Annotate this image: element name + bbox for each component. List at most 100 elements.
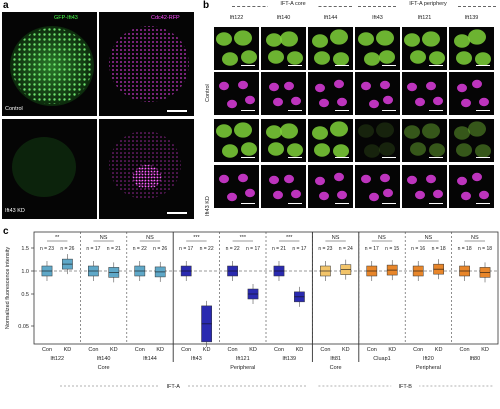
x-label-con: Con [274, 347, 284, 353]
box-plot-chart: Normalized fluorescence intensity 1.5 1.0 0… [5, 231, 499, 390]
scale-bar [476, 202, 490, 204]
gfp-kd-cell-image [12, 137, 76, 197]
tile-gfp [402, 119, 447, 162]
scale-bar [241, 64, 255, 66]
n-label-con: n = 17 [365, 246, 379, 252]
n-label-con: n = 21 [272, 246, 286, 252]
scale-bar [382, 109, 396, 111]
x-label-con: Con [413, 347, 423, 353]
y-tick-label: 0.5 [21, 292, 29, 298]
tile-rfp [214, 165, 259, 208]
n-label-kd: n = 18 [432, 246, 446, 252]
scale-bar [335, 202, 349, 204]
complex-b-bg [391, 381, 420, 389]
protein-label: Ift122 [50, 356, 64, 362]
significance-label: *** [193, 235, 200, 241]
tile-gfp [308, 119, 353, 162]
complex-a-bg [159, 381, 188, 389]
scale-bar [382, 156, 396, 158]
x-label-con: Con [228, 347, 238, 353]
condition-label-control: Control [5, 106, 23, 112]
micrograph-gfp-control: GFP-Ift43 Control [2, 12, 97, 116]
panel-c-label: c [3, 226, 9, 237]
tile-rfp [214, 72, 259, 115]
x-label-con: Con [460, 347, 470, 353]
channel-label-rfp: Cdc42-RFP [151, 15, 180, 21]
x-label-con: Con [320, 347, 330, 353]
protein-label: Ift139 [282, 356, 296, 362]
gfp-cell-image [10, 26, 94, 106]
n-label-kd: n = 18 [478, 246, 492, 252]
tile-rfp [402, 72, 447, 115]
n-label-kd: n = 17 [246, 246, 260, 252]
y-tick-label: 1.0 [21, 269, 29, 275]
group-periphery-label: IFT-A periphery [398, 1, 458, 7]
protein-label: Ift80 [469, 356, 480, 362]
protein-label: Ift140 [97, 356, 111, 362]
row-label-control: Control [205, 84, 211, 102]
tile-gfp [402, 27, 447, 70]
significance-label: *** [286, 235, 293, 241]
scale-bar [241, 202, 255, 204]
scale-bar [288, 109, 302, 111]
scale-bar [335, 156, 349, 158]
x-label-kd: KD [110, 347, 118, 353]
n-label-con: n = 23 [318, 246, 332, 252]
tile-gfp [214, 119, 259, 162]
scale-bar [241, 109, 255, 111]
x-label-kd: KD [342, 347, 350, 353]
channel-label-gfp: GFP-Ift43 [54, 15, 78, 21]
scale-bar [429, 109, 443, 111]
protein-label: Cluap1 [373, 356, 390, 362]
scale-bar [429, 156, 443, 158]
x-label-con: Con [42, 347, 52, 353]
category-label-peripheral: Peripheral [230, 365, 255, 371]
n-label-con: n = 22 [226, 246, 240, 252]
x-label-kd: KD [249, 347, 257, 353]
condition-label-kd: Ift43 KD [5, 208, 25, 214]
x-label-kd: KD [481, 347, 489, 353]
scale-bar [167, 212, 187, 214]
n-label-con: n = 16 [411, 246, 425, 252]
micrograph-gfp-kd: Ift43 KD [2, 119, 97, 219]
tile-rfp [308, 165, 353, 208]
significance-label: NS [378, 235, 386, 241]
tile-gfp [261, 27, 306, 70]
significance-label: NS [332, 235, 340, 241]
scale-bar [382, 202, 396, 204]
column-header: Ift121 [417, 15, 432, 21]
tile-rfp [261, 72, 306, 115]
scale-bar [335, 109, 349, 111]
group-core-label: IFT-A core [268, 1, 318, 7]
category-label-core: Core [330, 365, 342, 371]
significance-label: NS [146, 235, 154, 241]
scale-bar [288, 64, 302, 66]
scale-bar [335, 64, 349, 66]
x-label-kd: KD [388, 347, 396, 353]
significance-label: NS [471, 235, 479, 241]
y-axis-label: Normalized fluorescence intensity [5, 247, 11, 329]
n-label-kd: n = 24 [339, 246, 353, 252]
protein-label: Ift144 [143, 356, 157, 362]
n-label-kd: n = 26 [60, 246, 74, 252]
tile-rfp [355, 72, 400, 115]
tile-rfp [449, 72, 494, 115]
scale-bar [241, 156, 255, 158]
x-label-kd: KD [203, 347, 211, 353]
category-label-peripheral: Peripheral [416, 365, 441, 371]
n-label-kd: n = 17 [292, 246, 306, 252]
protein-label: Ift20 [423, 356, 434, 362]
column-header: Ift122 [229, 15, 244, 21]
tile-gfp [449, 27, 494, 70]
n-label-con: n = 17 [179, 246, 193, 252]
tile-gfp [261, 119, 306, 162]
tile-rfp [402, 165, 447, 208]
scale-bar [167, 110, 187, 112]
column-header: Ift43 [372, 15, 383, 21]
x-label-con: Con [181, 347, 191, 353]
tile-rfp [308, 72, 353, 115]
micrograph-rfp-control: Cdc42-RFP [99, 12, 194, 116]
n-label-con: n = 22 [133, 246, 147, 252]
column-header: Ift144 [323, 15, 338, 21]
complex-a-label: IFT-A [166, 384, 180, 390]
